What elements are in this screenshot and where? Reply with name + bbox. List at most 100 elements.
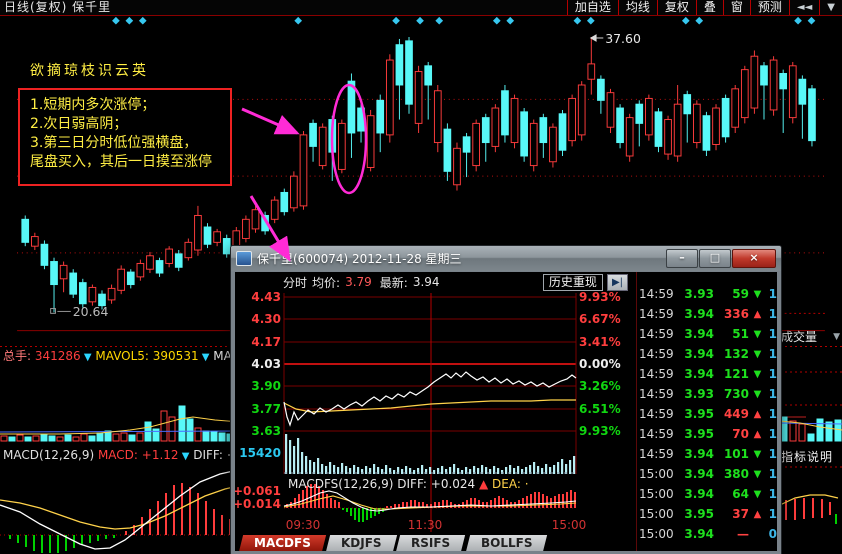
tick-price: 3.94 (684, 487, 714, 501)
svg-text:3.26%: 3.26% (579, 379, 621, 393)
tick-count: 1 (768, 407, 777, 421)
svg-text:37.60: 37.60 (605, 31, 641, 46)
replay-popup-window: 保千里(600074) 2012-11-28 星期三 – □ × 分时 均价: 3.… (230, 245, 782, 554)
intraday-header: 分时 均价: 3.79 最新: 3.94 历史重现 ▶| (235, 273, 636, 291)
popup-title: 保千里(600074) 2012-11-28 星期三 (257, 252, 462, 266)
tick-price: 3.94 (684, 327, 714, 341)
tick-direction-icon: ▼ (753, 368, 762, 380)
volume-indicator-select[interactable]: 成交量 ▼ (781, 328, 840, 345)
tick-volume: 64 (732, 487, 749, 501)
svg-text:4.17: 4.17 (251, 335, 281, 349)
svg-text:3.41%: 3.41% (579, 335, 621, 349)
intraday-header-part: 3.79 (345, 275, 372, 289)
minimize-button[interactable]: – (666, 249, 698, 268)
macd-pane (0, 466, 842, 553)
tick-count: 1 (768, 387, 777, 401)
tick-count: 1 (768, 487, 777, 501)
annotation-poem: 欲摘琼枝识云英 (30, 63, 149, 79)
info-part: ▼ (178, 451, 190, 462)
tab-rsifs[interactable]: RSIFS (396, 535, 466, 551)
intraday-header-part: 3.94 (412, 275, 440, 289)
tick-price: 3.95 (684, 407, 714, 421)
tab-kdjfs[interactable]: KDJFS (325, 535, 397, 551)
tick-row: 14:59 3.95 70 ▲ 1 (639, 424, 777, 444)
note-line: 尾盘买入，其后一日摸至涨停 (30, 154, 212, 170)
toolbar-button-2[interactable]: 复权 (656, 0, 696, 15)
toolbar-button-1[interactable]: 均线 (617, 0, 657, 15)
tick-volume: 449 (723, 407, 749, 421)
tick-price: 3.94 (684, 347, 714, 361)
svg-text:+0.014: +0.014 (235, 497, 281, 511)
toolbar: 日线(复权) 保千里 加自选 均线 复权叠窗预测 ◄◄ ▼ (0, 0, 842, 16)
tick-price: 3.93 (684, 387, 714, 401)
toolbar-button-0[interactable]: 加自选 (566, 0, 618, 15)
svg-text:3.77: 3.77 (251, 402, 281, 416)
intraday-header-part: 分时 (283, 275, 308, 290)
tick-time: 14:59 (639, 307, 674, 321)
tick-time: 14:59 (639, 367, 674, 381)
dropdown-caret-icon[interactable]: ▼ (819, 0, 842, 15)
info-part: MAVOL5: (91, 349, 153, 363)
info-part: ▼ (198, 352, 210, 363)
tick-direction-icon: ▲ (753, 308, 762, 320)
tick-volume: 70 (732, 427, 749, 441)
tick-volume: 336 (723, 307, 749, 321)
svg-text:9.93%: 9.93% (579, 292, 621, 304)
intraday-chart: 4.43 4.30 4.17 4.03 3.90 3.77 3.63 15420 +0.061+… (235, 292, 621, 532)
tick-price: 3.93 (684, 287, 714, 301)
tick-time: 14:59 (639, 407, 674, 421)
svg-text:09:30: 09:30 (286, 518, 321, 532)
info-part: MACD(12,26,9) (3, 448, 98, 462)
step-forward-icon[interactable]: ▶| (606, 273, 628, 291)
svg-text:4.30: 4.30 (251, 312, 281, 326)
tick-row: 14:59 3.93 59 ▼ 1 (639, 284, 777, 304)
tick-volume: 59 (732, 287, 749, 301)
tab-macdfs[interactable]: MACDFS (238, 535, 326, 551)
tick-time: 14:59 (639, 327, 674, 341)
tick-volume: — (737, 527, 749, 541)
tick-time: 14:59 (639, 427, 674, 441)
toolbar-button-3[interactable]: 叠 (695, 0, 723, 15)
tick-volume: 37 (732, 507, 749, 521)
tick-row: 14:59 3.94 336 ▲ 1 (639, 304, 777, 324)
maximize-button[interactable]: □ (699, 249, 731, 268)
tick-direction-icon: ▼ (753, 448, 762, 460)
volume-info-line: 总手: 341286 ▼ MAVOL5: 390531 ▼ MAV (3, 347, 239, 364)
info-part: MACD: +1.12 (97, 448, 179, 462)
tick-volume: 51 (732, 327, 749, 341)
tick-direction-icon: ▲ (753, 428, 762, 440)
tick-direction-icon: ▼ (753, 388, 762, 400)
tick-row: 14:59 3.93 730 ▼ 1 (639, 384, 777, 404)
tick-time: 14:59 (639, 447, 674, 461)
intraday-header-part: 最新: (379, 275, 408, 290)
close-button[interactable]: × (732, 249, 776, 268)
svg-text:4.43: 4.43 (251, 292, 281, 304)
note-line: 3.第三日分时低位强横盘， (30, 135, 198, 151)
tick-count: 1 (768, 427, 777, 441)
tick-volume: 101 (723, 447, 749, 461)
tab-bollfs[interactable]: BOLLFS (465, 535, 548, 551)
dropdown-caret-icon[interactable]: ▼ (833, 331, 840, 342)
tick-row: 14:59 3.94 121 ▼ 1 (639, 364, 777, 384)
info-part: 341286 (34, 349, 81, 363)
tick-time: 14:59 (639, 287, 674, 301)
popup-titlebar[interactable]: 保千里(600074) 2012-11-28 星期三 – □ × (231, 246, 781, 271)
toolbar-button-5[interactable]: 预测 (749, 0, 789, 15)
toolbar-button-4[interactable]: 窗 (722, 0, 750, 15)
toolbar-buttons: 加自选 均线 复权叠窗预测 (566, 0, 789, 15)
tick-price: 3.94 (684, 467, 714, 481)
history-back-icon[interactable]: ◄◄ (788, 0, 819, 15)
tick-price: 3.94 (684, 447, 714, 461)
svg-text:15420: 15420 (239, 446, 281, 460)
indicator-help-link[interactable]: 指标说明 (781, 450, 834, 464)
tick-direction-icon: ▼ (753, 328, 762, 340)
tick-time: 14:59 (639, 387, 674, 401)
svg-text:MACDFS(12,26,9) DIFF: +0.024 ▲: MACDFS(12,26,9) DIFF: +0.024 ▲ DEA: · (288, 477, 529, 491)
popup-divider (636, 272, 637, 551)
tick-count: 1 (768, 347, 777, 361)
tick-price: 3.94 (684, 307, 714, 321)
svg-text:9.93%: 9.93% (579, 424, 621, 438)
tick-volume: 380 (723, 467, 749, 481)
history-replay-button[interactable]: 历史重现 (542, 273, 603, 291)
tick-row: 15:00 3.94 — 0 (639, 524, 777, 544)
